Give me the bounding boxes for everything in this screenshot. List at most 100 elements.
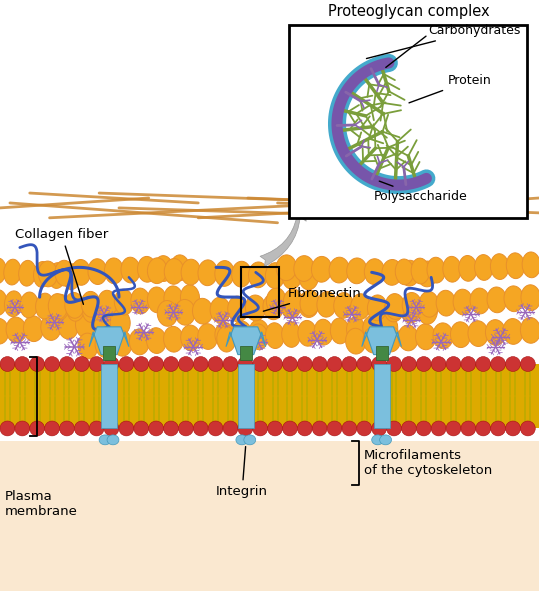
Circle shape [431, 356, 446, 372]
Ellipse shape [4, 291, 22, 317]
Ellipse shape [67, 296, 85, 321]
Ellipse shape [78, 333, 98, 359]
Circle shape [104, 356, 119, 372]
Circle shape [491, 421, 505, 436]
Ellipse shape [63, 264, 81, 290]
Circle shape [30, 356, 45, 372]
Ellipse shape [350, 294, 370, 320]
Bar [374, 364, 390, 428]
Circle shape [268, 356, 282, 372]
Ellipse shape [99, 435, 111, 445]
Ellipse shape [506, 253, 524, 278]
Ellipse shape [265, 262, 285, 288]
Ellipse shape [147, 287, 166, 313]
Text: Protein: Protein [409, 74, 492, 103]
Polygon shape [89, 327, 129, 355]
Ellipse shape [379, 314, 398, 340]
Ellipse shape [48, 262, 66, 288]
Ellipse shape [347, 317, 366, 343]
Ellipse shape [171, 255, 190, 281]
Ellipse shape [459, 255, 477, 281]
Ellipse shape [487, 287, 506, 313]
Ellipse shape [382, 259, 402, 285]
Ellipse shape [232, 261, 251, 287]
Text: Fibronectin: Fibronectin [263, 287, 361, 311]
Bar [0, 364, 539, 428]
Ellipse shape [314, 319, 333, 345]
Ellipse shape [164, 286, 183, 311]
Ellipse shape [193, 298, 213, 324]
Ellipse shape [98, 290, 117, 316]
Ellipse shape [436, 290, 456, 316]
Ellipse shape [112, 330, 132, 356]
Ellipse shape [215, 261, 234, 287]
Ellipse shape [443, 256, 461, 282]
Circle shape [342, 421, 357, 436]
Bar [376, 346, 387, 359]
Ellipse shape [0, 319, 9, 344]
Circle shape [476, 421, 491, 436]
Ellipse shape [82, 297, 100, 322]
Ellipse shape [110, 310, 130, 335]
Circle shape [89, 356, 104, 372]
Ellipse shape [164, 258, 184, 284]
Ellipse shape [104, 258, 123, 284]
Circle shape [372, 356, 387, 372]
Circle shape [164, 356, 178, 372]
Bar [0, 441, 539, 590]
Ellipse shape [249, 324, 268, 350]
Circle shape [312, 421, 327, 436]
Circle shape [505, 421, 521, 436]
Text: Carbohydrates: Carbohydrates [367, 24, 521, 59]
Ellipse shape [427, 257, 446, 283]
Ellipse shape [65, 293, 84, 318]
Text: Integrin: Integrin [216, 447, 268, 498]
Circle shape [521, 356, 535, 372]
Bar [241, 267, 279, 317]
Circle shape [134, 421, 149, 436]
Polygon shape [226, 327, 265, 355]
Circle shape [45, 421, 59, 436]
Ellipse shape [503, 319, 523, 345]
Circle shape [119, 421, 134, 436]
Ellipse shape [399, 260, 420, 286]
Circle shape [401, 421, 416, 436]
Circle shape [446, 421, 461, 436]
Ellipse shape [385, 294, 405, 319]
Ellipse shape [58, 313, 78, 339]
Ellipse shape [276, 255, 296, 281]
Ellipse shape [521, 285, 541, 310]
Circle shape [119, 356, 134, 372]
Ellipse shape [381, 326, 401, 352]
Circle shape [0, 356, 15, 372]
Ellipse shape [236, 435, 248, 445]
Circle shape [15, 421, 30, 436]
FancyArrowPatch shape [260, 206, 306, 267]
Ellipse shape [265, 323, 284, 349]
Ellipse shape [317, 291, 336, 317]
Ellipse shape [372, 435, 384, 445]
Circle shape [298, 356, 312, 372]
Bar [238, 364, 254, 428]
Ellipse shape [198, 324, 218, 349]
Ellipse shape [4, 259, 21, 285]
Ellipse shape [23, 316, 44, 342]
Circle shape [431, 421, 446, 436]
Ellipse shape [298, 320, 317, 346]
Text: Plasma
membrane: Plasma membrane [5, 491, 78, 518]
Ellipse shape [417, 261, 437, 287]
Ellipse shape [249, 320, 269, 345]
Circle shape [282, 421, 298, 436]
Circle shape [342, 356, 357, 372]
Ellipse shape [347, 258, 367, 284]
Circle shape [59, 421, 75, 436]
Ellipse shape [380, 435, 392, 445]
Ellipse shape [485, 320, 505, 345]
Ellipse shape [468, 321, 488, 346]
Text: Proteoglycan complex: Proteoglycan complex [327, 4, 489, 18]
Text: Microfilaments
of the cytoskeleton: Microfilaments of the cytoskeleton [364, 449, 492, 477]
Circle shape [149, 421, 164, 436]
Circle shape [505, 356, 521, 372]
Circle shape [104, 421, 119, 436]
Circle shape [208, 356, 223, 372]
